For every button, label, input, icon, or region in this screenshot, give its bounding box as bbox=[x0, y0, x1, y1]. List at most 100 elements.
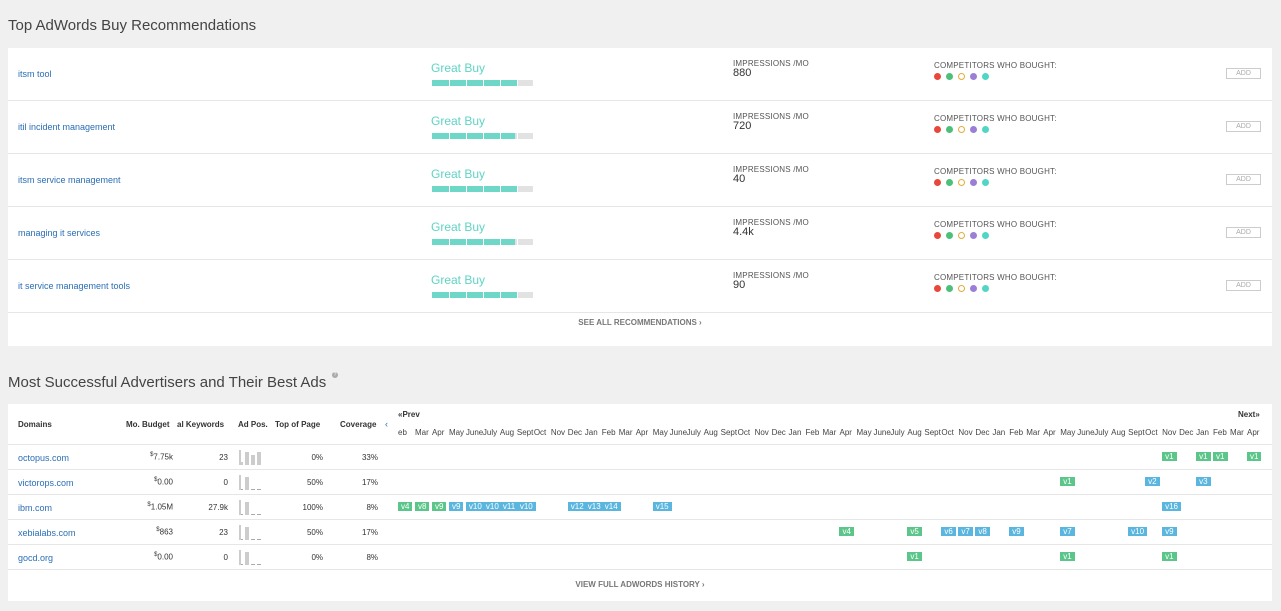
competitor-dot-icon[interactable] bbox=[946, 73, 953, 80]
buy-score-divider bbox=[466, 239, 467, 245]
month-label: Mar bbox=[414, 428, 429, 437]
competitor-dot-icon[interactable] bbox=[982, 179, 989, 186]
competitor-dot-icon[interactable] bbox=[946, 285, 953, 292]
ad-version-chip[interactable]: v1 bbox=[1060, 552, 1075, 561]
keyword-link[interactable]: itsm tool bbox=[18, 69, 52, 79]
ad-version-chip[interactable]: v5 bbox=[907, 527, 922, 536]
ad-version-chip[interactable]: v8 bbox=[975, 527, 990, 536]
top-of-page-value: 0% bbox=[311, 553, 323, 562]
ad-version-chip[interactable]: v4 bbox=[398, 502, 413, 511]
ad-version-chip[interactable]: v9 bbox=[1162, 527, 1177, 536]
ad-version-chip[interactable]: v15 bbox=[652, 502, 672, 511]
ad-position-bar bbox=[245, 501, 249, 515]
month-label: July bbox=[686, 428, 701, 437]
competitor-dot-icon[interactable] bbox=[970, 232, 977, 239]
ad-version-chip[interactable]: v1 bbox=[1162, 552, 1177, 561]
ad-version-chip[interactable]: v2 bbox=[1145, 477, 1160, 486]
budget-column-header[interactable]: Mo. Budget bbox=[126, 420, 170, 429]
competitors-label: COMPETITORS WHO BOUGHT: bbox=[934, 61, 1057, 70]
competitor-dot-icon[interactable] bbox=[970, 179, 977, 186]
collapse-arrow-icon[interactable]: ‹ bbox=[385, 419, 388, 429]
prev-button[interactable]: «Prev bbox=[398, 410, 420, 419]
competitor-dot-icon[interactable] bbox=[946, 232, 953, 239]
ad-version-chip[interactable]: v6 bbox=[941, 527, 956, 536]
see-all-recommendations-link[interactable]: SEE ALL RECOMMENDATIONS › bbox=[578, 318, 702, 327]
competitor-dot-icon[interactable] bbox=[958, 179, 965, 186]
month-label: Dec bbox=[975, 428, 990, 437]
add-button[interactable]: ADD bbox=[1226, 174, 1261, 185]
competitor-dot-icon[interactable] bbox=[946, 179, 953, 186]
month-label: June bbox=[669, 428, 688, 437]
add-button[interactable]: ADD bbox=[1226, 121, 1261, 132]
add-button[interactable]: ADD bbox=[1226, 280, 1261, 291]
domains-column-header[interactable]: Domains bbox=[18, 420, 52, 429]
keyword-link[interactable]: it service management tools bbox=[18, 281, 131, 291]
ad-version-chip[interactable]: v10 bbox=[1128, 527, 1148, 536]
ad-version-chip[interactable]: v9 bbox=[1009, 527, 1024, 536]
competitor-dot-icon[interactable] bbox=[934, 285, 941, 292]
ad-version-chip[interactable]: v1 bbox=[1060, 477, 1075, 486]
competitor-dot-icon[interactable] bbox=[958, 126, 965, 133]
competitor-dot-icon[interactable] bbox=[982, 232, 989, 239]
adpos-column-header[interactable]: Ad Pos. bbox=[238, 420, 268, 429]
ad-version-chip[interactable]: v14 bbox=[601, 502, 621, 511]
domain-link[interactable]: xebialabs.com bbox=[18, 528, 76, 538]
competitor-dot-icon[interactable] bbox=[982, 285, 989, 292]
competitor-dot-icon[interactable] bbox=[970, 126, 977, 133]
ad-position-empty bbox=[257, 489, 261, 490]
ad-version-chip[interactable]: v8 bbox=[414, 502, 430, 511]
keyword-link[interactable]: itsm service management bbox=[18, 175, 121, 185]
competitor-dot-icon[interactable] bbox=[982, 126, 989, 133]
add-button[interactable]: ADD bbox=[1226, 68, 1261, 79]
competitor-dot-icon[interactable] bbox=[958, 73, 965, 80]
ad-version-chip[interactable]: v9 bbox=[431, 502, 447, 511]
competitor-dot-icon[interactable] bbox=[958, 232, 965, 239]
competitor-dot-icon[interactable] bbox=[958, 285, 965, 292]
ad-version-chip[interactable]: v7 bbox=[958, 527, 973, 536]
competitor-dot-icon[interactable] bbox=[982, 73, 989, 80]
advertiser-row: victorops.com $0.00 0 50% 17% v1 v2 v3 bbox=[8, 470, 1272, 495]
ad-timeline: v1 v1 v1 bbox=[398, 545, 1264, 570]
competitor-dot-icon[interactable] bbox=[946, 126, 953, 133]
view-full-history-link[interactable]: VIEW FULL ADWORDS HISTORY › bbox=[575, 580, 705, 589]
domain-link[interactable]: victorops.com bbox=[18, 478, 74, 488]
coverage-column-header[interactable]: Coverage bbox=[340, 420, 377, 429]
timeline-months: eb Mar Apr May June July Aug Sept Oct Nov Dec Jan Fe… bbox=[398, 428, 1264, 438]
ad-version-chip[interactable]: v10 bbox=[516, 502, 536, 511]
ad-version-chip[interactable]: v9 bbox=[448, 502, 464, 511]
ad-version-chip[interactable]: v4 bbox=[839, 527, 854, 536]
keyword-link[interactable]: managing it services bbox=[18, 228, 101, 238]
ad-version-chip[interactable]: v1 bbox=[907, 552, 922, 561]
month-label: Aug bbox=[1111, 428, 1126, 437]
next-button[interactable]: Next» bbox=[1238, 410, 1260, 419]
ad-version-chip[interactable]: v1 bbox=[1213, 452, 1228, 461]
ad-version-chip[interactable]: v1 bbox=[1196, 452, 1211, 461]
ad-version-chip[interactable]: v3 bbox=[1196, 477, 1211, 486]
ad-version-chip[interactable]: v12 bbox=[567, 502, 587, 511]
competitor-dot-icon[interactable] bbox=[934, 179, 941, 186]
competitor-dot-icon[interactable] bbox=[934, 232, 941, 239]
ad-version-chip[interactable]: v13 bbox=[584, 502, 604, 511]
ad-version-chip[interactable]: v10 bbox=[465, 502, 485, 511]
buy-score-divider bbox=[466, 292, 467, 298]
ad-version-chip[interactable]: v1 bbox=[1162, 452, 1177, 461]
domain-link[interactable]: gocd.org bbox=[18, 553, 54, 563]
domain-link[interactable]: octopus.com bbox=[18, 453, 70, 463]
ad-version-chip[interactable]: v10 bbox=[482, 502, 502, 511]
topofpage-column-header[interactable]: Top of Page bbox=[275, 420, 321, 429]
month-label: Feb bbox=[805, 428, 820, 437]
competitor-dot-icon[interactable] bbox=[970, 73, 977, 80]
keyword-link[interactable]: itil incident management bbox=[18, 122, 116, 132]
competitor-dot-icon[interactable] bbox=[934, 126, 941, 133]
keywords-column-header[interactable]: al Keywords bbox=[177, 420, 225, 429]
ad-version-chip[interactable]: v11 bbox=[499, 502, 519, 511]
competitor-dot-icon[interactable] bbox=[934, 73, 941, 80]
add-button[interactable]: ADD bbox=[1226, 227, 1261, 238]
ad-version-chip[interactable]: v16 bbox=[1162, 502, 1182, 511]
competitor-dot-icon[interactable] bbox=[970, 285, 977, 292]
help-icon[interactable]: ? bbox=[332, 372, 338, 378]
ad-version-chip[interactable]: v1 bbox=[1247, 452, 1262, 461]
buy-score-fill bbox=[432, 292, 517, 298]
ad-version-chip[interactable]: v7 bbox=[1060, 527, 1075, 536]
domain-link[interactable]: ibm.com bbox=[18, 503, 53, 513]
